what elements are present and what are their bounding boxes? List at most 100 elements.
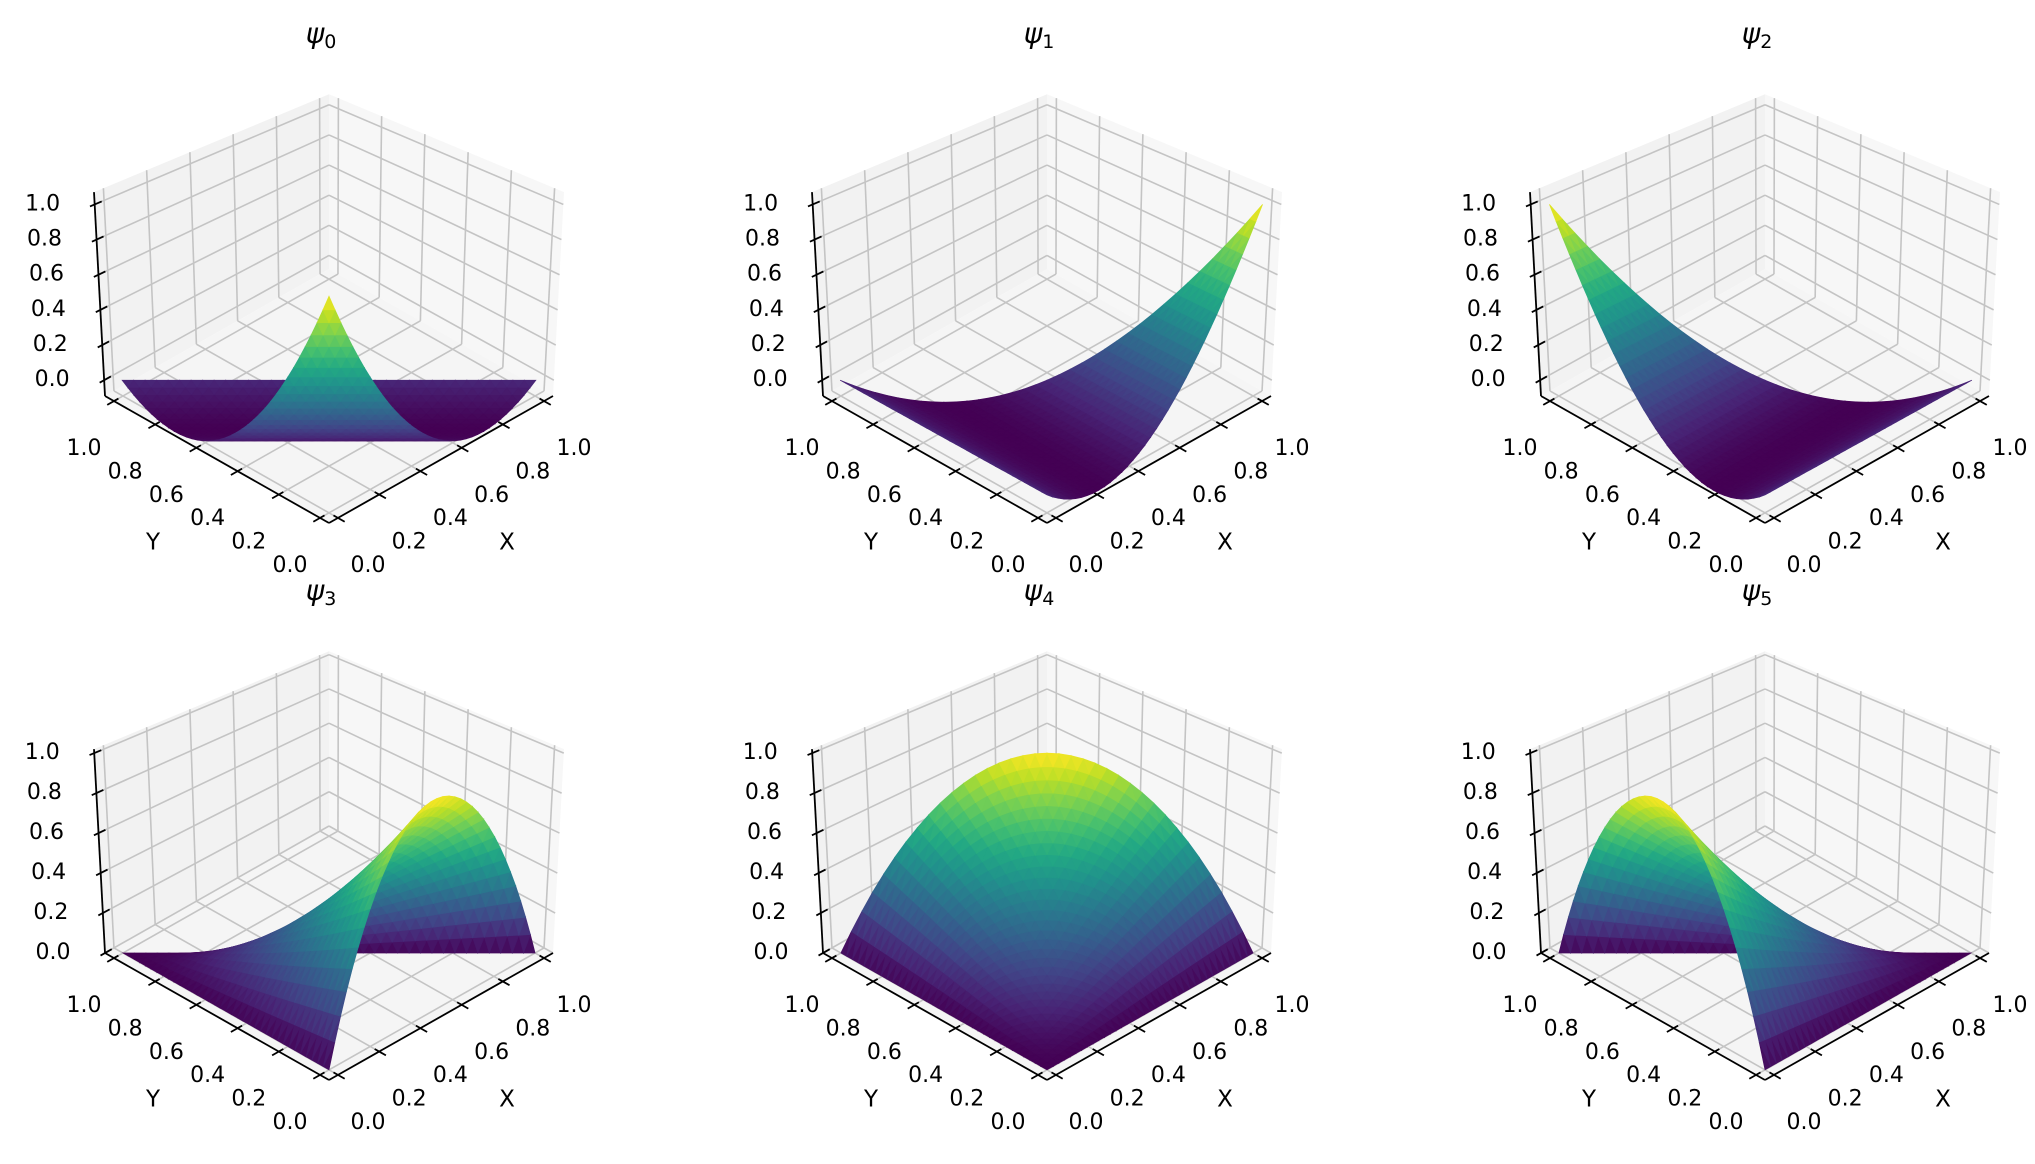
z-tick-label: 0.8	[1463, 227, 1498, 252]
y-tick-label: 0.4	[190, 506, 225, 531]
gridline-z-left-wall	[814, 134, 1048, 241]
y-tick-label: 0.4	[908, 506, 943, 531]
gridline-x-wall	[275, 116, 280, 298]
z-tick-mark	[95, 305, 108, 313]
x-axis-line	[1046, 395, 1272, 524]
gridline-z-right-wall	[328, 164, 560, 276]
gridline-z-left-wall	[94, 104, 330, 206]
gridline-x-wall	[863, 170, 874, 368]
y-tick-mark	[907, 444, 920, 453]
y-tick-mark	[312, 514, 325, 523]
x-tick-label: 0.2	[1828, 530, 1863, 555]
x-axis-line	[328, 395, 554, 524]
x-tick-mark	[1257, 397, 1270, 406]
y-tick-label: 0.8	[826, 459, 861, 484]
z-tick-label: 0.0	[753, 367, 788, 392]
z-tick-mark	[99, 375, 112, 384]
gridline-x-wall	[993, 116, 998, 298]
z-tick-label: 1.0	[743, 191, 778, 216]
x-tick-label: 0.0	[1068, 553, 1103, 578]
gridline-z-left-wall	[821, 254, 1048, 381]
x-tick-label: 0.4	[1151, 506, 1186, 531]
y-axis-label: Y	[145, 530, 161, 556]
x-tick-mark	[374, 491, 387, 500]
gridline-z-right-wall	[328, 254, 555, 381]
title-symbol: ψ	[1024, 17, 1043, 50]
z-tick-mark	[813, 305, 826, 313]
y-tick-mark	[824, 397, 837, 406]
gridline-y-wall	[378, 116, 383, 298]
y-tick-label: 0.8	[108, 459, 143, 484]
subplot-psi-2: 0.00.20.40.60.81.00.00.20.40.60.81.00.00…	[1461, 17, 2027, 578]
gridline-y-wall	[1261, 188, 1274, 391]
z-tick-mark	[91, 235, 104, 243]
z-tick-label: 0.0	[1471, 367, 1506, 392]
gridline-x-wall	[820, 188, 833, 391]
x-tick-label: 0.0	[350, 553, 385, 578]
y-axis-label: Y	[1581, 530, 1597, 556]
y-tick-mark	[948, 467, 961, 476]
y-tick-label: 0.0	[991, 553, 1026, 578]
x-axis-label: X	[1217, 530, 1233, 556]
x-tick-label: 0.8	[1233, 459, 1268, 484]
x-tick-label: 0.8	[1951, 459, 1986, 484]
surface	[121, 295, 537, 442]
gridline-y-wall	[1137, 134, 1144, 321]
gridline-z-right-wall	[328, 194, 559, 311]
gridline-y-floor	[831, 273, 1057, 402]
y-tick-mark	[230, 467, 243, 476]
x-tick-mark	[497, 421, 510, 430]
z-tick-label: 1.0	[1461, 191, 1496, 216]
gridline-z-left-wall	[99, 194, 330, 311]
z-tick-label: 0.2	[751, 332, 786, 357]
gridline-z-right-wall	[1046, 224, 1275, 346]
y-tick-mark	[106, 397, 119, 406]
x-tick-label: 0.2	[1110, 530, 1145, 555]
x-tick-label: 0.2	[392, 530, 427, 555]
title-subscript: 1	[1042, 31, 1054, 53]
y-tick-label: 0.2	[231, 530, 266, 555]
gridline-z-right-wall	[328, 134, 562, 241]
z-tick-mark	[815, 340, 828, 349]
y-tick-mark	[271, 491, 284, 500]
x-tick-mark	[1133, 467, 1146, 476]
gridline-z-right-wall	[328, 104, 564, 206]
y-tick-label: 1.0	[66, 436, 101, 461]
x-tick-mark	[539, 397, 552, 406]
x-axis-label: X	[1935, 530, 1951, 556]
z-tick-mark	[97, 340, 110, 349]
gridline-x-floor	[831, 390, 1057, 519]
subplot-title: ψ1	[1024, 17, 1055, 53]
z-tick-label: 0.4	[31, 297, 66, 322]
x-tick-label: 0.4	[1869, 506, 1904, 531]
gridline-x-wall	[189, 152, 198, 345]
subplot-title: ψ2	[1742, 17, 1773, 53]
gridline-x-wall	[950, 134, 957, 321]
y-axis-line	[104, 395, 330, 524]
z-tick-mark	[811, 270, 824, 278]
x-tick-label: 0.6	[1192, 483, 1227, 508]
subplot-psi-3: 0.00.20.40.60.81.00.00.20.40.60.81.00.00…	[25, 574, 592, 1135]
x-tick-label: 0.6	[474, 483, 509, 508]
x-tick-label: 0.8	[515, 459, 550, 484]
z-tick-mark	[817, 375, 830, 384]
y-tick-label: 0.6	[149, 483, 184, 508]
y-tick-mark	[989, 491, 1002, 500]
title-subscript: 0	[324, 31, 336, 53]
z-axis-line	[93, 192, 106, 397]
gridline-z-left-wall	[816, 164, 1048, 276]
z-tick-label: 0.4	[749, 297, 784, 322]
y-tick-label: 0.2	[949, 530, 984, 555]
x-tick-label: 1.0	[1993, 436, 2028, 461]
gridline-z-left-wall	[96, 134, 330, 241]
gridline-x-wall	[907, 152, 916, 345]
gridline-y-wall	[460, 152, 469, 345]
gridline-z-left-wall	[103, 254, 330, 381]
z-tick-label: 0.6	[29, 262, 64, 287]
x-axis-label: X	[499, 530, 515, 556]
x-tick-mark	[1051, 514, 1064, 523]
y-axis-label: Y	[863, 530, 879, 556]
y-tick-label: 0.0	[273, 553, 308, 578]
gridline-z-left-wall	[812, 104, 1048, 206]
